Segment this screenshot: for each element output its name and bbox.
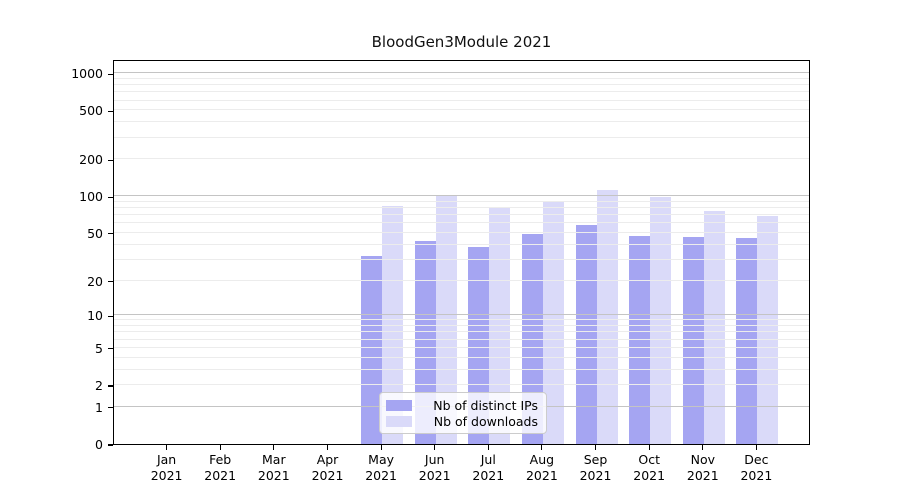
y-tick-label: 1: [95, 399, 103, 415]
legend-swatch-downloads: [386, 416, 412, 427]
x-tick-label-mar: Mar 2021: [257, 452, 290, 483]
y-tick-mark: [108, 110, 113, 112]
grid-layer: [114, 61, 809, 444]
y-tick-mark: [108, 233, 113, 235]
x-tick-mark: [755, 445, 757, 450]
y-tick-label: 5: [95, 340, 103, 356]
gridline-minor: [114, 319, 809, 321]
x-tick-label-feb: Feb 2021: [204, 452, 237, 483]
bar-distinct-ips-dec: [736, 238, 758, 444]
bar-downloads-oct: [650, 196, 672, 444]
y-tick-mark: [108, 444, 113, 446]
x-tick-mark: [541, 445, 543, 450]
bar-distinct-ips-may: [361, 256, 383, 444]
gridline-minor: [114, 325, 809, 326]
x-tick-mark: [648, 445, 650, 450]
y-tick-label: 500: [79, 103, 103, 119]
gridline-major: [114, 314, 809, 316]
x-tick-label-jun: Jun 2021: [418, 452, 451, 483]
gridline-minor: [114, 222, 809, 224]
gridline-minor: [114, 356, 809, 358]
chart-title: BloodGen3Module 2021: [371, 33, 552, 51]
y-tick-mark: [108, 280, 113, 283]
gridline-major: [114, 195, 809, 197]
legend-label-downloads: Nb of downloads: [433, 414, 538, 429]
y-tick-mark: [108, 315, 113, 317]
legend-swatch-distinct-ips: [386, 400, 412, 411]
plot-area: Nb of distinct IPs Nb of downloads: [113, 60, 810, 445]
bar-downloads-dec: [757, 215, 779, 444]
y-tick-label: 200: [79, 152, 103, 168]
bar-downloads-nov: [703, 210, 725, 444]
y-tick-mark: [108, 73, 113, 75]
y-tick-mark: [108, 407, 113, 409]
y-tick-label: 50: [87, 225, 103, 241]
gridline-major: [114, 72, 809, 74]
legend-label-distinct-ips: Nb of distinct IPs: [433, 398, 538, 413]
bar-distinct-ips-oct: [629, 236, 651, 444]
y-tick-label: 100: [79, 189, 103, 205]
x-tick-mark: [594, 445, 597, 450]
y-tick-mark: [108, 196, 113, 198]
x-tick-mark: [702, 445, 704, 450]
gridline-minor: [114, 243, 809, 245]
bar-distinct-ips-nov: [682, 237, 704, 444]
y-tick-mark: [108, 385, 113, 387]
y-tick-label: 2: [95, 378, 103, 393]
gridline-minor: [114, 331, 809, 333]
y-tick-label: 10: [87, 308, 103, 324]
gridline-minor: [114, 231, 809, 233]
x-tick-mark: [487, 445, 489, 450]
gridline-minor: [114, 99, 809, 101]
bar-downloads-sep: [596, 190, 618, 444]
x-tick-label-may: May 2021: [365, 452, 397, 483]
y-tick-mark: [108, 348, 113, 350]
gridline-minor: [114, 77, 809, 79]
gridline-minor: [114, 384, 809, 385]
x-tick-label-dec: Dec 2021: [740, 452, 773, 483]
gridline-minor: [114, 346, 809, 348]
gridline-minor: [114, 258, 809, 260]
gridline-minor: [114, 200, 809, 202]
x-tick-label-aug: Aug 2021: [525, 452, 558, 483]
y-tick-label: 20: [87, 273, 103, 289]
x-tick-label-jul: Jul 2021: [472, 452, 505, 483]
legend-item-distinct-ips: Nb of distinct IPs: [386, 398, 538, 413]
y-tick-label: 1000: [71, 66, 103, 82]
x-tick-mark: [219, 445, 221, 450]
gridline-minor: [114, 84, 809, 85]
gridline-minor: [114, 158, 809, 160]
gridline-minor: [114, 136, 809, 138]
legend-item-downloads: Nb of downloads: [386, 414, 538, 429]
x-tick-label-sep: Sep 2021: [579, 452, 612, 483]
x-tick-mark: [434, 445, 436, 450]
y-tick-label: 0: [95, 437, 103, 452]
x-tick-label-nov: Nov 2021: [686, 452, 719, 483]
gridline-minor: [114, 109, 809, 111]
bar-downloads-jun: [435, 194, 457, 444]
gridline-minor: [114, 279, 809, 281]
gridline-minor: [114, 207, 809, 209]
gridline-minor: [114, 368, 809, 370]
x-tick-label-apr: Apr 2021: [311, 452, 344, 483]
legend: Nb of distinct IPs Nb of downloads: [379, 392, 547, 434]
x-tick-mark: [166, 445, 168, 450]
y-tick-mark: [108, 159, 113, 161]
gridline-minor: [114, 91, 809, 93]
bar-downloads-aug: [542, 200, 564, 444]
x-tick-label-oct: Oct 2021: [633, 452, 666, 483]
gridline-minor: [114, 338, 809, 340]
gridline-minor: [114, 214, 809, 216]
x-tick-mark: [273, 445, 275, 450]
x-tick-label-jan: Jan 2021: [150, 452, 183, 483]
bars-layer: [114, 61, 809, 444]
gridline-minor: [114, 121, 809, 123]
x-tick-mark: [380, 445, 382, 450]
x-tick-mark: [326, 445, 329, 450]
